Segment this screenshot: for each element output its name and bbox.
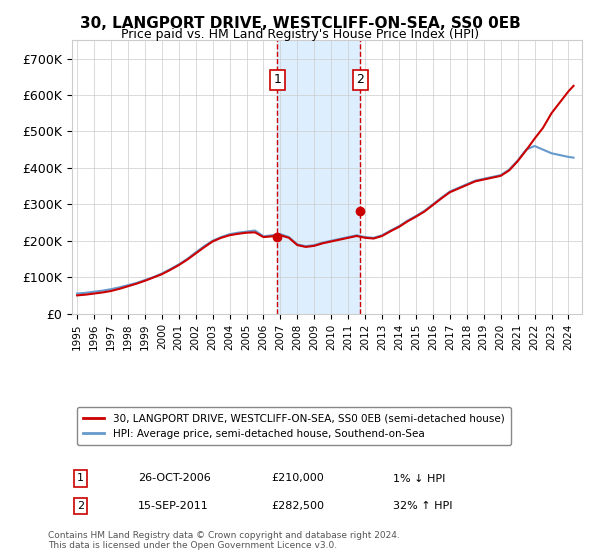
Text: 1: 1 [274,73,281,86]
Text: 2: 2 [356,73,364,86]
Bar [277,40,360,314]
Text: £210,000: £210,000 [271,473,323,483]
Text: 15-SEP-2011: 15-SEP-2011 [139,501,209,511]
Text: 26-OCT-2006: 26-OCT-2006 [139,473,211,483]
Text: Contains HM Land Registry data © Crown copyright and database right 2024.
This d: Contains HM Land Registry data © Crown c… [48,530,400,550]
Legend: 30, LANGPORT DRIVE, WESTCLIFF-ON-SEA, SS0 0EB (semi-detached house), HPI: Averag: 30, LANGPORT DRIVE, WESTCLIFF-ON-SEA, SS… [77,407,511,445]
Text: 30, LANGPORT DRIVE, WESTCLIFF-ON-SEA, SS0 0EB: 30, LANGPORT DRIVE, WESTCLIFF-ON-SEA, SS… [80,16,520,31]
Text: 32% ↑ HPI: 32% ↑ HPI [394,501,453,511]
Text: Price paid vs. HM Land Registry's House Price Index (HPI): Price paid vs. HM Land Registry's House … [121,28,479,41]
Text: £282,500: £282,500 [271,501,324,511]
Text: 2: 2 [77,501,84,511]
Text: 1% ↓ HPI: 1% ↓ HPI [394,473,446,483]
Text: 1: 1 [77,473,84,483]
